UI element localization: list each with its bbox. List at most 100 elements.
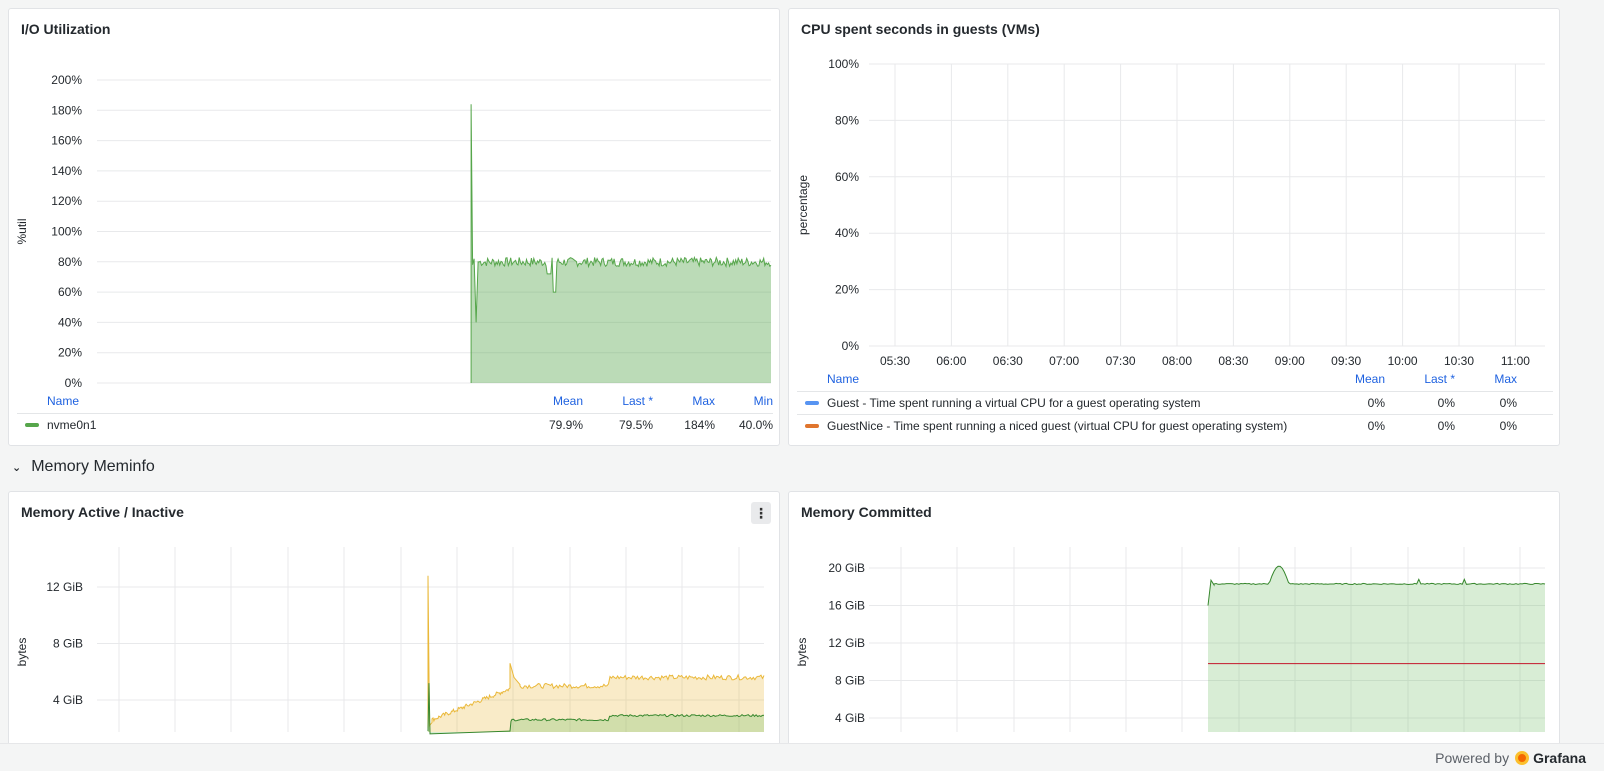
- y-tick-label: 80%: [58, 255, 82, 269]
- series-last: 0%: [1437, 396, 1455, 410]
- y-tick-label: 4 GiB: [835, 711, 865, 725]
- y-tick-label: 8 GiB: [835, 674, 865, 688]
- y-tick-label: 20 GiB: [828, 561, 865, 575]
- series-swatch: [25, 423, 39, 427]
- series-line-nvme0n1: [470, 104, 772, 383]
- series-mean: 0%: [1367, 396, 1385, 410]
- x-tick-label: 06:30: [993, 354, 1023, 368]
- legend-header-name[interactable]: Name: [827, 371, 860, 386]
- legend: Name Mean Last * Max Guest - Time spent …: [797, 367, 1553, 439]
- y-tick-label: 12 GiB: [828, 636, 865, 650]
- cpu-chart[interactable]: 0% 20% 40% 60% 80% 100% 05:30 06:00 06:30 07:00 07…: [789, 9, 1560, 379]
- y-axis-label: bytes: [15, 638, 29, 667]
- series-area-nvme0n1: [471, 104, 771, 383]
- legend: Name Mean Last * Max Min nvme0n1 79.9% 7…: [17, 389, 773, 439]
- legend-header-mean[interactable]: Mean: [552, 393, 583, 408]
- legend-header-mean[interactable]: Mean: [1354, 371, 1385, 386]
- legend-row[interactable]: nvme0n1 79.9% 79.5% 184% 40.0%: [17, 413, 773, 436]
- powered-by-text: Powered by: [1435, 750, 1510, 766]
- x-tick-label: 05:30: [880, 354, 910, 368]
- series-max: 184%: [684, 418, 715, 432]
- y-axis-label: %util: [15, 218, 29, 244]
- y-tick-label: 16 GiB: [828, 599, 865, 613]
- x-tick-label: 10:00: [1388, 354, 1418, 368]
- series-area-inactive: [428, 575, 764, 732]
- y-tick-label: 20%: [835, 283, 859, 297]
- io-chart[interactable]: 0% 20% 40% 60% 80% 100% 120% 140% 160% 180% 200% %u…: [9, 9, 780, 399]
- y-tick-label: 8 GiB: [53, 637, 83, 651]
- series-area-committed: [1208, 566, 1545, 732]
- series-line-active: [427, 683, 765, 735]
- series-swatch: [805, 424, 819, 428]
- y-tick-label: 140%: [51, 164, 82, 178]
- legend-header-max[interactable]: Max: [1494, 371, 1517, 386]
- y-axis-label: bytes: [795, 638, 809, 667]
- brand-name: Grafana: [1533, 750, 1586, 766]
- y-tick-label: 120%: [51, 194, 82, 208]
- panel-menu-button[interactable]: ⋮: [751, 502, 771, 524]
- legend-header-last[interactable]: Last *: [1424, 371, 1455, 386]
- legend-header-last[interactable]: Last *: [622, 393, 653, 408]
- mem-committed-chart[interactable]: 4 GiB 8 GiB 12 GiB 16 GiB 20 GiB bytes: [789, 492, 1560, 751]
- panel-title: I/O Utilization: [21, 21, 111, 37]
- y-tick-label: 4 GiB: [53, 693, 83, 707]
- y-tick-label: 20%: [58, 346, 82, 360]
- y-tick-label: 60%: [835, 170, 859, 184]
- x-tick-label: 08:30: [1218, 354, 1248, 368]
- y-tick-label: 0%: [65, 376, 83, 390]
- y-tick-label: 40%: [835, 226, 859, 240]
- y-tick-label: 100%: [51, 225, 82, 239]
- series-area-active: [428, 683, 764, 734]
- y-tick-label: 160%: [51, 134, 82, 148]
- x-tick-label: 09:00: [1275, 354, 1305, 368]
- series-last: 0%: [1437, 419, 1455, 433]
- series-swatch: [805, 401, 819, 405]
- y-tick-label: 12 GiB: [46, 580, 83, 594]
- y-tick-label: 0%: [842, 339, 860, 353]
- legend-header-min[interactable]: Min: [753, 393, 773, 408]
- row-title: Memory Meminfo: [31, 458, 155, 475]
- powered-by[interactable]: Powered by Grafana: [1435, 750, 1586, 766]
- series-last: 79.5%: [618, 418, 653, 432]
- panel-memory-committed: Memory Committed 4 GiB 8 GiB 12 GiB 16 GiB 2…: [788, 491, 1560, 751]
- series-max: 0%: [1499, 419, 1517, 433]
- footer: Powered by Grafana: [0, 743, 1604, 771]
- x-tick-label: 06:00: [936, 354, 966, 368]
- x-tick-label: 10:30: [1444, 354, 1474, 368]
- series-min: 40.0%: [738, 418, 773, 432]
- y-tick-label: 60%: [58, 285, 82, 299]
- y-axis-label: percentage: [796, 175, 810, 235]
- legend-header-max[interactable]: Max: [692, 393, 715, 408]
- legend-header: Name Mean Last * Max Min: [17, 389, 773, 412]
- panel-title: Memory Committed: [801, 504, 932, 520]
- x-tick-label: 07:30: [1106, 354, 1136, 368]
- series-name: Guest - Time spent running a virtual CPU…: [827, 396, 1201, 410]
- series-name: nvme0n1: [47, 418, 97, 432]
- y-tick-label: 180%: [51, 103, 82, 117]
- x-tick-label: 09:30: [1331, 354, 1361, 368]
- legend-row[interactable]: GuestNice - Time spent running a niced g…: [797, 414, 1553, 437]
- panel-memory-active-inactive: Memory Active / Inactive ⋮ 4 GiB 8 GiB 12 …: [8, 491, 780, 751]
- y-tick-label: 200%: [51, 73, 82, 87]
- chevron-down-icon[interactable]: ⌄: [12, 461, 22, 474]
- legend-header: Name Mean Last * Max: [797, 367, 1553, 390]
- y-tick-label: 80%: [835, 113, 859, 127]
- panel-title: CPU spent seconds in guests (VMs): [801, 21, 1040, 37]
- legend-row[interactable]: Guest - Time spent running a virtual CPU…: [797, 391, 1553, 414]
- series-line-inactive: [427, 575, 765, 729]
- mem-active-chart[interactable]: 4 GiB 8 GiB 12 GiB bytes: [9, 492, 780, 751]
- x-tick-label: 08:00: [1162, 354, 1192, 368]
- legend-header-name[interactable]: Name: [47, 393, 80, 408]
- x-tick-label: 11:00: [1501, 354, 1530, 368]
- series-name: GuestNice - Time spent running a niced g…: [827, 419, 1288, 433]
- panel-io-utilization: I/O Utilization 0% 20% 40% 60% 80% 100% 120% 14…: [8, 8, 780, 446]
- series-mean: 0%: [1367, 419, 1385, 433]
- row-header-memory-meminfo[interactable]: ⌄ Memory Meminfo: [12, 458, 155, 476]
- series-mean: 79.9%: [548, 418, 583, 432]
- y-tick-label: 100%: [828, 57, 859, 71]
- y-tick-label: 40%: [58, 315, 82, 329]
- series-line-committed: [1207, 565, 1546, 606]
- panel-title: Memory Active / Inactive: [21, 504, 184, 520]
- grafana-logo-icon: [1515, 751, 1530, 765]
- series-max: 0%: [1499, 396, 1517, 410]
